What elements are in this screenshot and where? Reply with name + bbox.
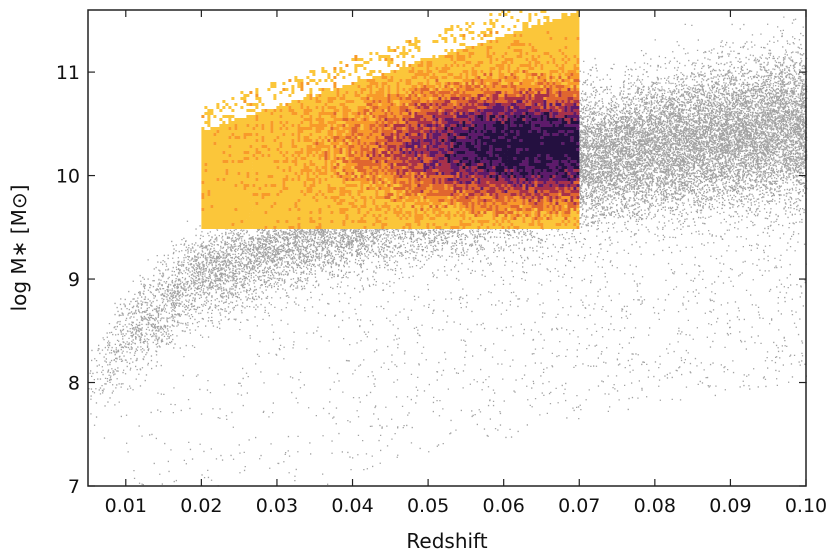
x-tick-label: 0.02	[180, 495, 222, 517]
density-level-5	[441, 112, 580, 181]
x-tick-label: 0.05	[407, 495, 449, 517]
x-tick-label: 0.08	[634, 495, 676, 517]
y-tick-label: 9	[68, 269, 80, 291]
background-galaxy-points	[88, 16, 808, 487]
selected-sample-density	[201, 10, 580, 229]
density-level-3	[366, 88, 580, 205]
plot-frame	[87, 9, 807, 487]
y-axis-ticks: 7 8 9 10 11	[56, 62, 806, 498]
x-tick-label: 0.09	[709, 495, 751, 517]
x-tick-label: 0.03	[256, 495, 298, 517]
x-tick-label: 0.07	[558, 495, 600, 517]
density-level-1	[201, 31, 580, 229]
y-tick-label: 7	[68, 476, 80, 498]
background-points	[88, 16, 808, 487]
y-axis-title: log M∗ [M⊙]	[7, 185, 31, 312]
x-tick-label: 0.01	[105, 495, 147, 517]
x-tick-label: 0.10	[785, 495, 827, 517]
y-tick-label: 10	[56, 166, 80, 188]
x-tick-label: 0.06	[483, 495, 525, 517]
density-level-0	[201, 10, 580, 229]
x-axis-ticks: 0.01 0.02 0.03 0.04 0.05 0.06 0.07 0.08 0.09 0.10	[105, 10, 827, 517]
x-tick-label: 0.04	[331, 495, 373, 517]
x-axis-title: Redshift	[406, 529, 487, 553]
y-tick-label: 8	[68, 373, 80, 395]
y-tick-label: 11	[56, 62, 80, 84]
